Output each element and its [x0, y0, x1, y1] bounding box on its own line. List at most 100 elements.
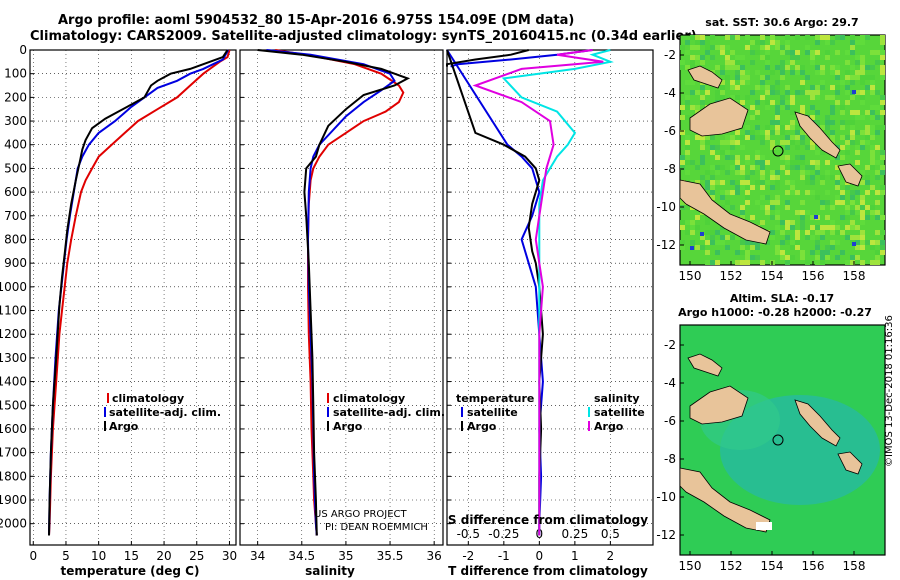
sst-cell: [735, 170, 740, 175]
sst-cell: [840, 120, 845, 125]
sst-cell: [860, 60, 865, 65]
sst-cell: [725, 135, 730, 140]
sst-cell: [790, 225, 795, 230]
sst-cell: [795, 160, 800, 165]
sst-cell: [680, 200, 685, 205]
sst-cell: [790, 165, 795, 170]
y-tick-label: 200: [4, 90, 27, 104]
sst-cell: [685, 100, 690, 105]
sst-cell: [815, 150, 820, 155]
sst-cell: [825, 55, 830, 60]
sst-cell: [815, 160, 820, 165]
sst-cell: [695, 90, 700, 95]
sst-cell: [855, 225, 860, 230]
y-tick-label: 300: [4, 114, 27, 128]
sst-cell: [755, 150, 760, 155]
difference-xlabel: T difference from climatology: [448, 564, 648, 578]
sst-cell: [780, 125, 785, 130]
sst-cell: [770, 100, 775, 105]
y-tick-label: 600: [4, 185, 27, 199]
sst-cell: [805, 210, 810, 215]
sst-cell: [785, 140, 790, 145]
sst-cell: [795, 230, 800, 235]
sst-cell: [715, 260, 720, 265]
sst-cell: [810, 175, 815, 180]
sst-cell: [835, 155, 840, 160]
sst-cell: [790, 120, 795, 125]
sst-cell: [745, 115, 750, 120]
sst-cell: [740, 260, 745, 265]
sst-cell: [685, 105, 690, 110]
sst-cell: [700, 55, 705, 60]
sst-cell: [800, 105, 805, 110]
sst-cell: [860, 205, 865, 210]
sst-cell: [685, 230, 690, 235]
sst-cell: [785, 190, 790, 195]
sst-cell: [755, 110, 760, 115]
y-tick-label: 1400: [0, 375, 27, 389]
sst-cell: [780, 65, 785, 70]
sst-cell: [785, 160, 790, 165]
sst-cold-cell: [814, 215, 818, 219]
legend-t-argo-swatch: [461, 421, 463, 431]
sst-cell: [825, 215, 830, 220]
sst-cell: [815, 225, 820, 230]
sst-cell: [825, 160, 830, 165]
sst-cell: [765, 195, 770, 200]
sst-cell: [700, 245, 705, 250]
sst-cell: [765, 240, 770, 245]
sst-cell: [700, 85, 705, 90]
sst-cell: [755, 165, 760, 170]
sst-cell: [820, 225, 825, 230]
sst-cell: [765, 130, 770, 135]
sst-cell: [790, 240, 795, 245]
sst-cell: [790, 110, 795, 115]
sst-cell: [715, 250, 720, 255]
sst-cell: [690, 80, 695, 85]
sst-cell: [760, 45, 765, 50]
sst-cell: [805, 260, 810, 265]
sst-cell: [780, 130, 785, 135]
y-tick-label: 0: [19, 43, 27, 57]
map-x-tick-label: 150: [679, 559, 702, 573]
sst-cell: [750, 60, 755, 65]
sst-cell: [725, 200, 730, 205]
sst-cell: [770, 90, 775, 95]
sst-cell: [725, 235, 730, 240]
sst-cell: [800, 170, 805, 175]
sst-cell: [815, 90, 820, 95]
sst-cell: [775, 225, 780, 230]
temperature-xlabel: temperature (deg C): [61, 564, 200, 578]
sst-cell: [805, 180, 810, 185]
sst-cell: [810, 90, 815, 95]
sst-cell: [720, 150, 725, 155]
sst-cell: [815, 110, 820, 115]
sst-cell: [820, 70, 825, 75]
sst-cell: [800, 175, 805, 180]
sst-cell: [880, 35, 885, 40]
sst-cell: [775, 65, 780, 70]
sst-cell: [810, 105, 815, 110]
sst-cell: [680, 160, 685, 165]
sst-cell: [745, 35, 750, 40]
sst-cell: [720, 225, 725, 230]
sst-cell: [860, 145, 865, 150]
sst-cell: [760, 85, 765, 90]
sst-cell: [800, 140, 805, 145]
sst-cell: [800, 85, 805, 90]
sst-cell: [775, 40, 780, 45]
sst-cell: [710, 55, 715, 60]
sst-cell: [735, 65, 740, 70]
sst-cell: [745, 45, 750, 50]
sst-cell: [870, 50, 875, 55]
sst-cell: [685, 155, 690, 160]
sst-cell: [800, 250, 805, 255]
sst-cell: [695, 225, 700, 230]
sst-cell: [855, 130, 860, 135]
sst-cell: [715, 45, 720, 50]
sst-cell: [685, 80, 690, 85]
sst-cell: [735, 165, 740, 170]
legend-s-argo-label: Argo: [333, 420, 363, 433]
sst-cell: [795, 155, 800, 160]
sst-cell: [690, 220, 695, 225]
